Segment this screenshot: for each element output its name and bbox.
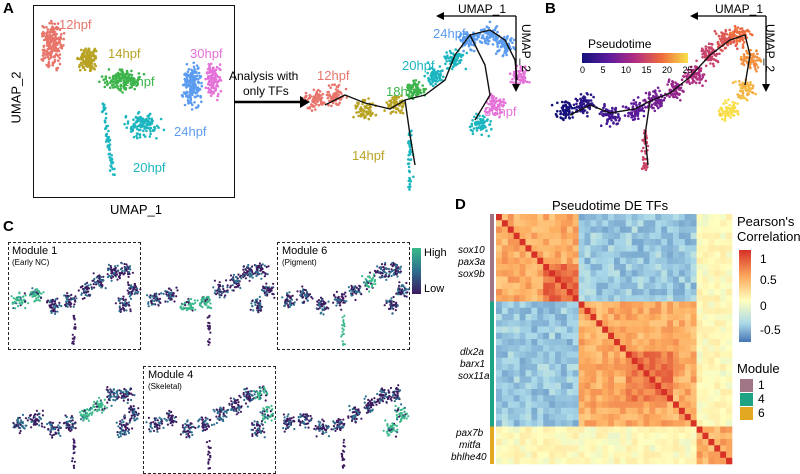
module-1-subtitle: (Early NC) <box>12 258 50 267</box>
stage-label-12hpf: 12hpf <box>59 17 92 32</box>
stage-label-30hpf: 30hpf <box>190 46 223 61</box>
module-scatter-1 <box>10 261 142 345</box>
stage-label-24hpf: 24hpf <box>174 124 207 139</box>
panel-letter-a: A <box>3 0 14 17</box>
panel-b-x-axis-label: UMAP_1 <box>715 2 764 16</box>
module-scatter-6 <box>281 261 410 346</box>
panel-b-scatter <box>550 24 763 172</box>
module-1-title: Module 1 <box>12 245 58 257</box>
module-4-subtitle: (Skeletal) <box>148 382 182 391</box>
panel-letter-c: C <box>3 218 14 235</box>
panel-a-right-scatter <box>303 20 531 191</box>
module-score-colorbar <box>412 248 421 294</box>
right-stage-label-30hpf: 30hpf <box>484 104 517 119</box>
panel-b-axis-arrows-icon <box>690 12 770 92</box>
module-legend-high: High <box>424 247 447 259</box>
module-legend-label-1: 1 <box>758 378 765 392</box>
module-legend-label-4: 4 <box>758 392 765 406</box>
panel-a-left-scatter <box>40 19 223 176</box>
gene-label-sox10: sox10 <box>458 245 485 256</box>
pseudotime-tick: 0 <box>580 65 586 75</box>
pseudotime-tick: 20 <box>662 65 673 75</box>
panel-a-right-x-axis-label: UMAP_1 <box>458 2 507 16</box>
right-stage-label-12hpf: 12hpf <box>317 68 350 83</box>
pseudotime-tick: 15 <box>641 65 652 75</box>
panel-a-x-axis-label: UMAP_1 <box>110 202 163 217</box>
gene-label-dlx2a: dlx2a <box>460 347 484 358</box>
module-legend-low: Low <box>424 283 445 295</box>
module-scatter-5 <box>282 384 410 469</box>
heatmap-title: Pseudotime DE TFs <box>552 198 669 213</box>
pseudotime-colorbar <box>582 53 688 63</box>
analysis-arrow-icon <box>234 96 310 108</box>
module-legend-label-6: 6 <box>758 406 765 420</box>
correlation-legend-title-1: Pearson's <box>737 214 795 229</box>
gene-label-barx1: barx1 <box>460 359 486 370</box>
module-6-subtitle: (Pigment) <box>282 258 317 267</box>
gene-label-sox11a: sox11a <box>458 371 490 382</box>
right-stage-label-24hpf: 24hpf <box>433 26 466 41</box>
panel-a-right-axis-arrows-icon <box>436 12 520 92</box>
stage-label-14hpf: 14hpf <box>108 46 141 61</box>
stage-label-20hpf: 20hpf <box>133 160 166 175</box>
pseudotime-legend-title: Pseudotime <box>588 37 652 51</box>
correlation-tick-1: 1 <box>760 252 767 266</box>
gene-label-sox9b: sox9b <box>458 269 485 280</box>
analysis-arrow-label-2: only TFs <box>243 84 289 98</box>
module-scatter-2 <box>146 262 276 346</box>
correlation-legend-title-2: Correlation <box>737 229 800 244</box>
module-scatter-4 <box>145 385 277 470</box>
panel-letter-b: B <box>545 0 556 17</box>
analysis-arrow-label-1: Analysis with <box>229 69 299 83</box>
right-stage-label-14hpf: 14hpf <box>352 148 385 163</box>
gene-label-pax3a: pax3a <box>458 257 486 268</box>
pseudotime-tick: 25 <box>682 65 693 75</box>
module-legend-swatch-4 <box>740 393 753 406</box>
correlation-tick-0.5: 0.5 <box>760 273 777 287</box>
right-stage-label-20hpf: 20hpf <box>402 58 435 73</box>
module-6-title: Module 6 <box>282 245 328 257</box>
stage-label-18hpf: 18hpf <box>122 74 155 89</box>
module-6-box <box>277 242 410 350</box>
panel-a-y-axis-label: UMAP_2 <box>8 71 24 124</box>
correlation-colorbar <box>739 250 751 342</box>
module-legend-title: Module <box>737 361 780 376</box>
module-scatter-3 <box>12 386 140 470</box>
right-stage-label-18hpf: 18hpf <box>386 84 419 99</box>
gene-label-pax7b: pax7b <box>456 428 484 439</box>
module-legend-swatch-6 <box>740 407 753 420</box>
pseudotime-tick: 10 <box>621 65 632 75</box>
correlation-tick-neg0.5: -0.5 <box>760 323 781 337</box>
module-1-box <box>8 242 141 350</box>
pseudotime-tick: 5 <box>600 65 606 75</box>
correlation-tick-0: 0 <box>760 299 767 313</box>
gene-label-mitfa: mitfa <box>459 440 481 451</box>
gene-label-bhlhe40: bhlhe40 <box>451 452 487 463</box>
module-4-title: Module 4 <box>148 369 194 381</box>
panel-letter-d: D <box>455 196 466 213</box>
correlation-heatmap <box>490 214 733 465</box>
module-legend-swatch-1 <box>740 379 753 392</box>
